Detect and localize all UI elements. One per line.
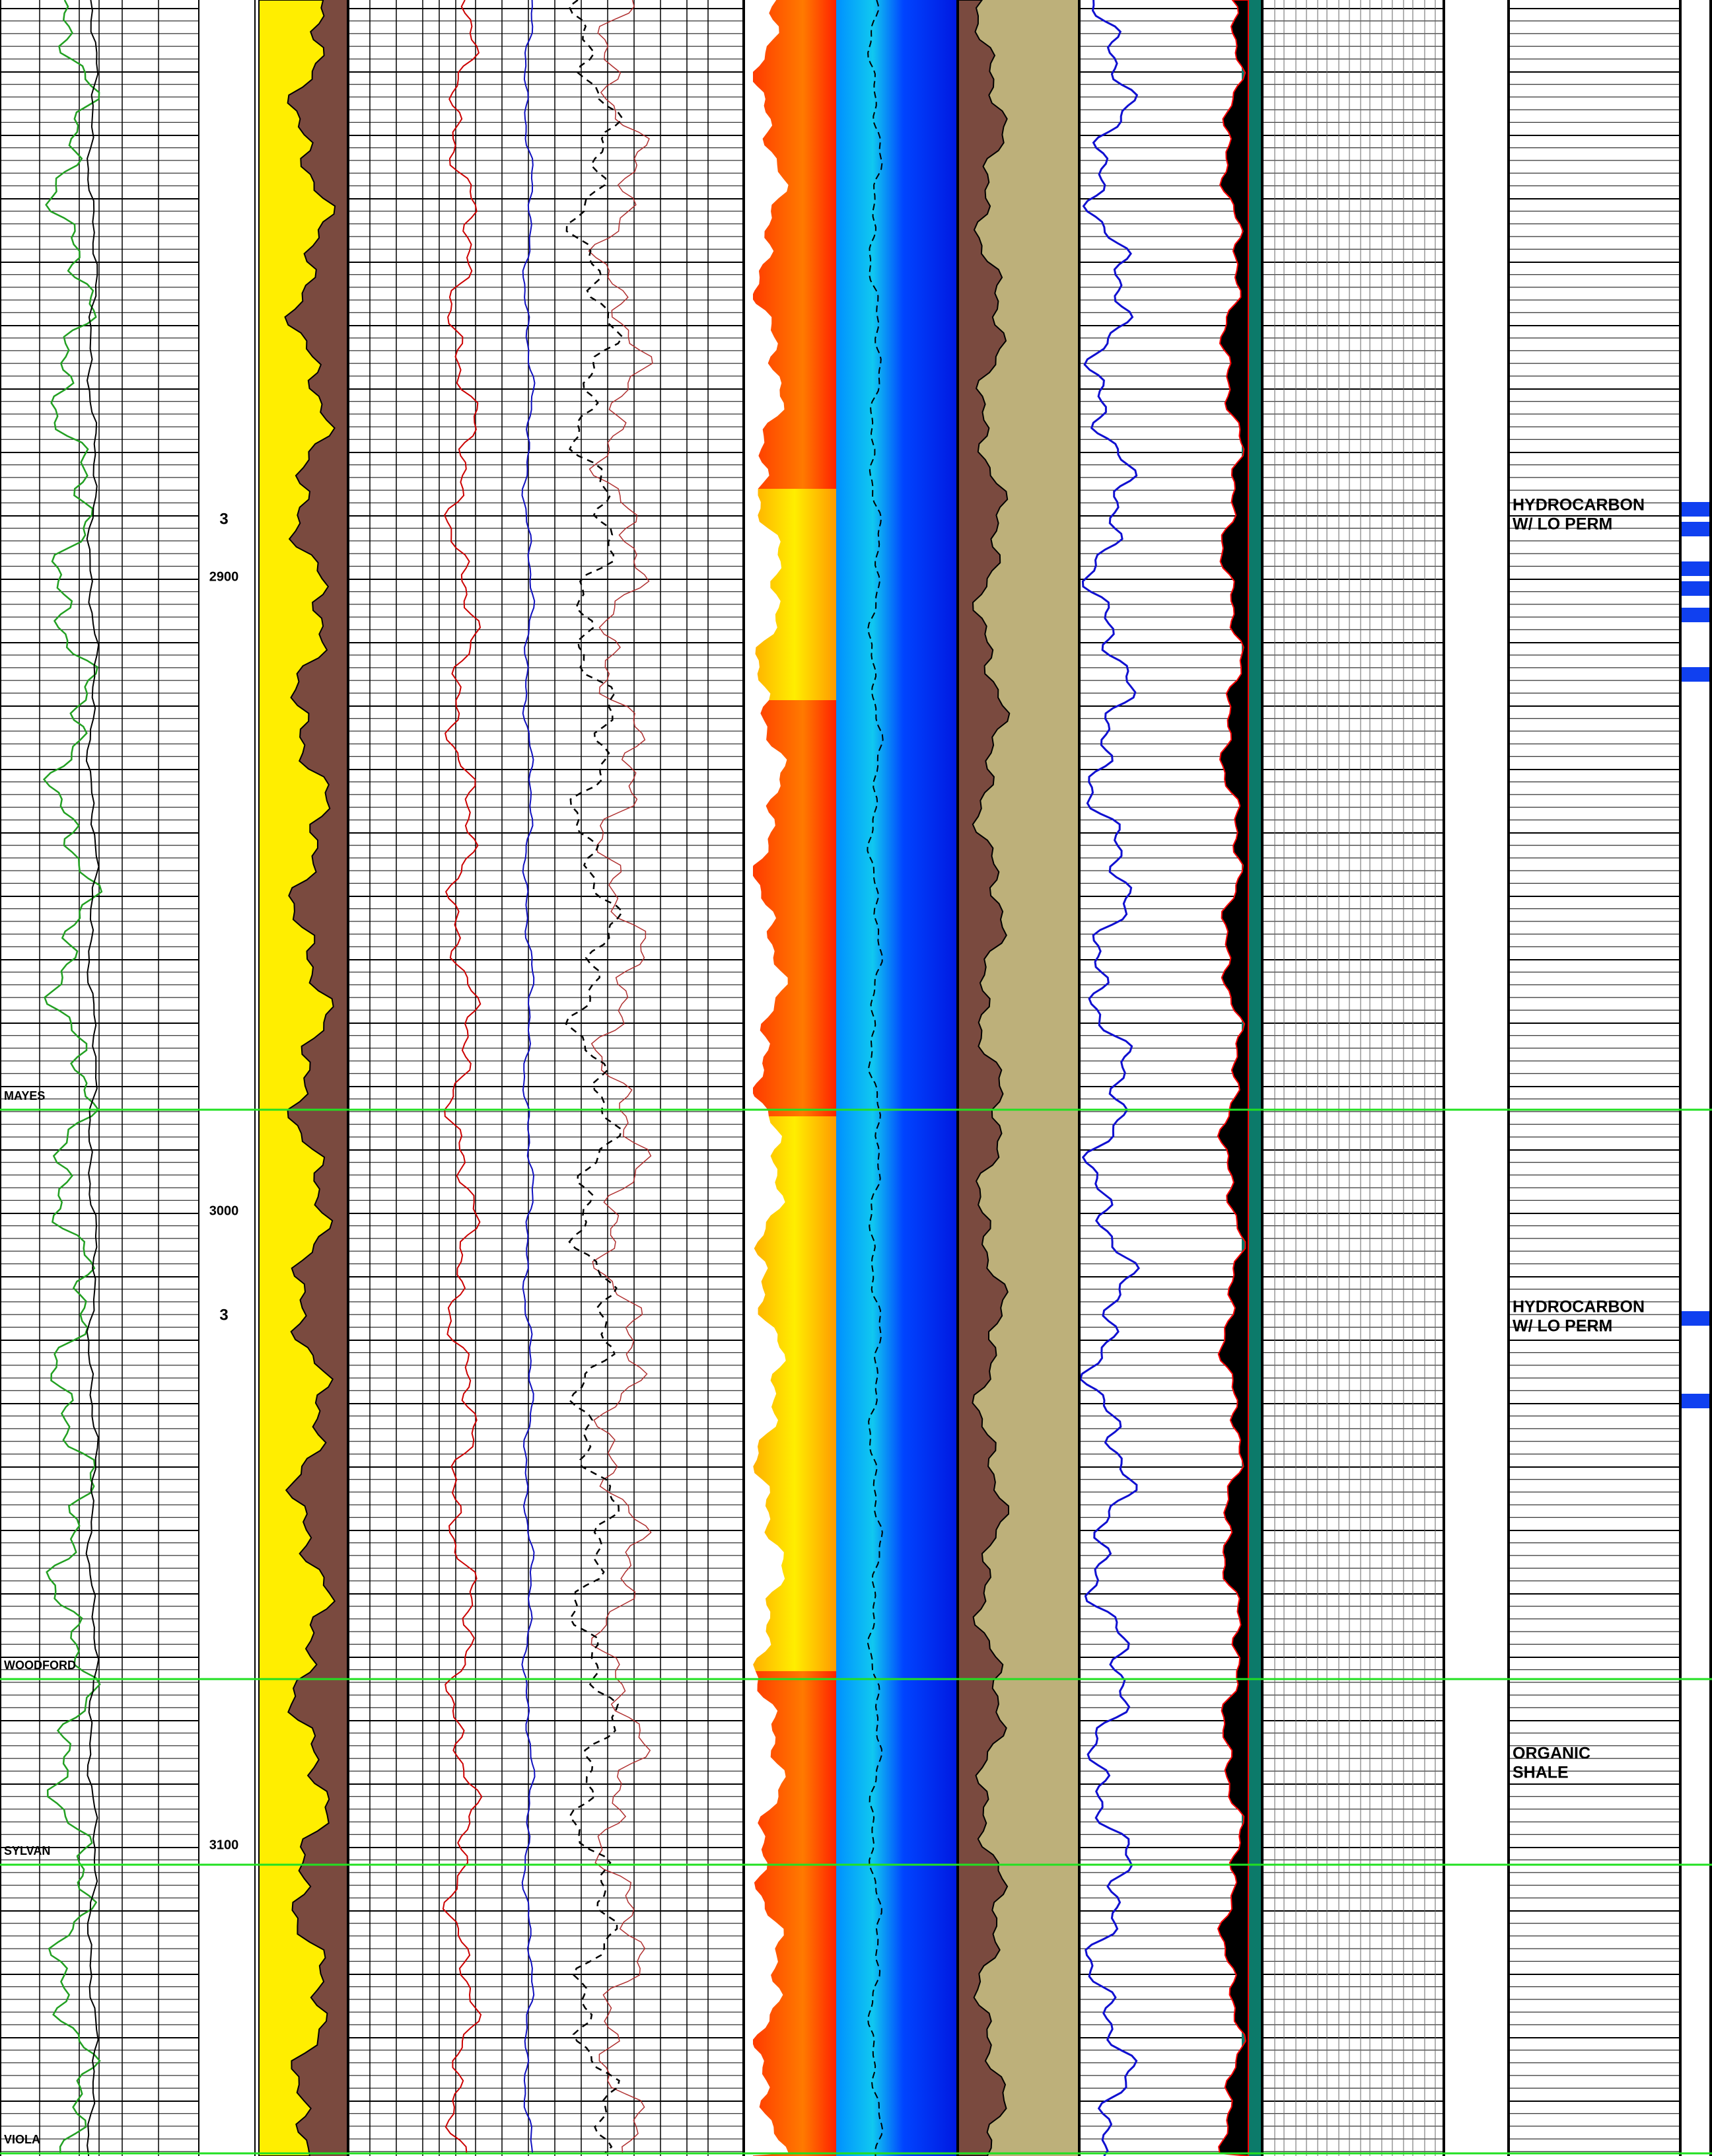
annotation: ORGANIC xyxy=(1513,1744,1590,1763)
gr-curve xyxy=(1079,0,1140,2156)
flag-bar xyxy=(1682,502,1709,517)
image-cool xyxy=(836,0,958,2156)
por-curve xyxy=(588,0,653,2154)
flag-bar xyxy=(1682,667,1709,682)
res-curve xyxy=(442,0,483,2154)
brown-fill xyxy=(958,0,1011,2156)
annotation: HYDROCARBON xyxy=(1513,496,1645,515)
annotation: SHALE xyxy=(1513,1764,1569,1782)
res-curve xyxy=(521,0,536,2154)
depth-label: 3000 xyxy=(209,1204,239,1218)
depth-track xyxy=(199,0,254,2156)
grid xyxy=(0,0,199,2156)
grid xyxy=(348,0,744,2156)
formation-top: SYLVAN xyxy=(4,1844,50,1857)
zone-label: 3 xyxy=(219,510,228,528)
black-fill xyxy=(1217,0,1249,2156)
grid xyxy=(1262,0,1444,2156)
grid xyxy=(1509,0,1680,2156)
annotation: W/ LO PERM xyxy=(1513,515,1612,534)
depth-label: 2900 xyxy=(209,569,239,584)
depth-label: 3100 xyxy=(209,1838,239,1852)
sand-fill xyxy=(258,0,336,2156)
flag-bar xyxy=(1682,561,1709,576)
annotation: W/ LO PERM xyxy=(1513,1317,1612,1336)
formation-top: VIOLA xyxy=(4,2133,40,2146)
flag-bar xyxy=(1682,1311,1709,1326)
flag-bar xyxy=(1682,522,1709,536)
annotation: HYDROCARBON xyxy=(1513,1298,1645,1316)
image-trace xyxy=(867,0,884,2156)
cal-curve xyxy=(85,0,100,2156)
flag-bar xyxy=(1682,608,1709,622)
flag-bar xyxy=(1682,1394,1709,1408)
zone-label: 3 xyxy=(219,1306,228,1324)
formation-top: WOODFORD xyxy=(4,1659,76,1672)
image-edge xyxy=(744,0,789,2156)
formation-top: MAYES xyxy=(4,1089,45,1102)
flag-bar xyxy=(1682,581,1709,596)
sp-curve xyxy=(42,0,103,2154)
